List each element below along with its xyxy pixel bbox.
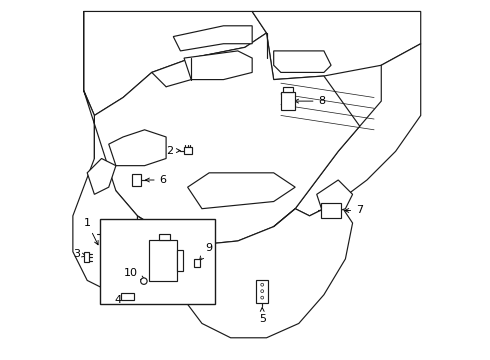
Polygon shape bbox=[188, 173, 295, 209]
Polygon shape bbox=[73, 12, 137, 295]
Polygon shape bbox=[173, 26, 252, 51]
Text: 8: 8 bbox=[294, 96, 326, 106]
Polygon shape bbox=[295, 44, 421, 216]
Text: 4: 4 bbox=[114, 295, 127, 305]
Polygon shape bbox=[95, 33, 360, 244]
Text: 10: 10 bbox=[123, 267, 145, 279]
Text: 6: 6 bbox=[146, 175, 167, 185]
Bar bbox=[184, 147, 192, 154]
Text: 1: 1 bbox=[84, 218, 98, 245]
Polygon shape bbox=[274, 51, 331, 72]
Bar bbox=[281, 93, 295, 110]
Polygon shape bbox=[317, 180, 353, 216]
Polygon shape bbox=[109, 130, 166, 166]
Bar bbox=[256, 279, 268, 303]
Bar bbox=[159, 234, 170, 240]
Bar bbox=[176, 250, 183, 271]
Text: 5: 5 bbox=[259, 307, 266, 324]
Bar bbox=[195, 259, 200, 267]
Bar bbox=[148, 240, 176, 281]
Text: 9: 9 bbox=[199, 243, 213, 260]
Circle shape bbox=[141, 278, 147, 284]
Text: 2: 2 bbox=[166, 145, 180, 156]
Polygon shape bbox=[166, 202, 353, 338]
Polygon shape bbox=[84, 12, 267, 116]
Text: 3: 3 bbox=[73, 248, 86, 258]
Bar bbox=[320, 203, 342, 218]
Polygon shape bbox=[87, 158, 116, 194]
Bar bbox=[122, 293, 134, 300]
Bar bbox=[132, 174, 141, 186]
Bar bbox=[100, 220, 215, 304]
Polygon shape bbox=[252, 12, 421, 80]
Polygon shape bbox=[184, 51, 252, 80]
Bar bbox=[84, 252, 89, 262]
Bar bbox=[283, 87, 293, 93]
Text: 7: 7 bbox=[345, 206, 363, 216]
